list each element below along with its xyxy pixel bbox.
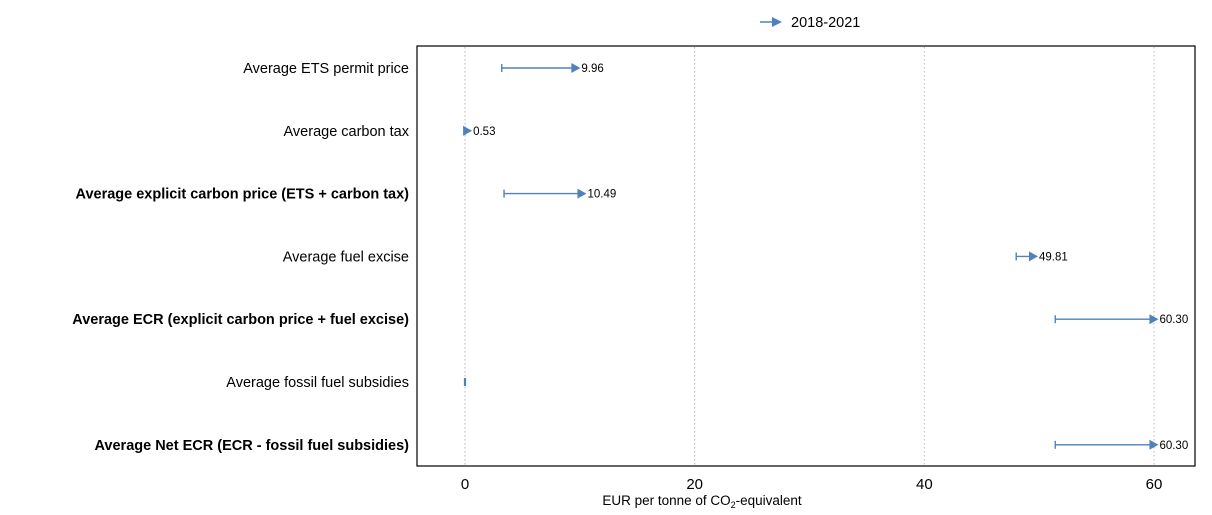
x-tick-label-20: 20: [686, 476, 703, 493]
category-label: Average Net ECR (ECR - fossil fuel subsi…: [94, 438, 409, 454]
x-tick-label-0: 0: [461, 476, 469, 493]
arrow-mark: 9.96: [501, 63, 604, 75]
arrow-head: [577, 188, 587, 199]
arrow-mark: 60.30: [1054, 439, 1188, 452]
grid-lines: [464, 47, 1155, 465]
category-label: Average fuel excise: [283, 249, 409, 265]
arrow-head: [571, 63, 581, 73]
arrow-head: [1028, 251, 1038, 262]
value-label: 10.49: [587, 189, 616, 201]
category-label: Average carbon tax: [284, 124, 410, 140]
value-label: 0.53: [473, 126, 495, 138]
legend-arrow-head: [772, 17, 782, 27]
series-2018-2021: 9.96 0.53 10.49 49.81 60.30 60.30: [463, 63, 1188, 452]
arrow-head: [463, 125, 473, 136]
arrow-mark: 0.53: [463, 125, 495, 138]
arrow-mark: 10.49: [503, 188, 616, 201]
value-label: 60.30: [1159, 314, 1188, 326]
x-tick-label-40: 40: [916, 476, 933, 493]
arrow-head: [1149, 314, 1159, 325]
category-label: Average explicit carbon price (ETS + car…: [76, 187, 410, 203]
x-axis-ticks: 0 20 40 60: [461, 476, 1163, 493]
value-label: 49.81: [1039, 251, 1068, 263]
arrow-head: [1149, 439, 1159, 450]
category-label: Average ETS permit price: [243, 61, 409, 77]
plot-area-frame: [416, 45, 1196, 467]
value-label: 9.96: [581, 63, 603, 75]
arrow-mark: 49.81: [1015, 251, 1068, 263]
value-label: 60.30: [1159, 440, 1188, 452]
x-tick-label-60: 60: [1146, 476, 1163, 493]
x-axis-title: EUR per tonne of CO2-equivalent: [602, 493, 802, 510]
legend-label: 2018-2021: [791, 15, 860, 31]
category-labels: Average ETS permit price Average carbon t…: [72, 61, 409, 454]
arrow-mark: 60.30: [1054, 314, 1188, 326]
category-label: Average fossil fuel subsidies: [226, 375, 409, 391]
legend: 2018-2021: [760, 15, 860, 31]
category-label: Average ECR (explicit carbon price + fue…: [72, 312, 409, 328]
